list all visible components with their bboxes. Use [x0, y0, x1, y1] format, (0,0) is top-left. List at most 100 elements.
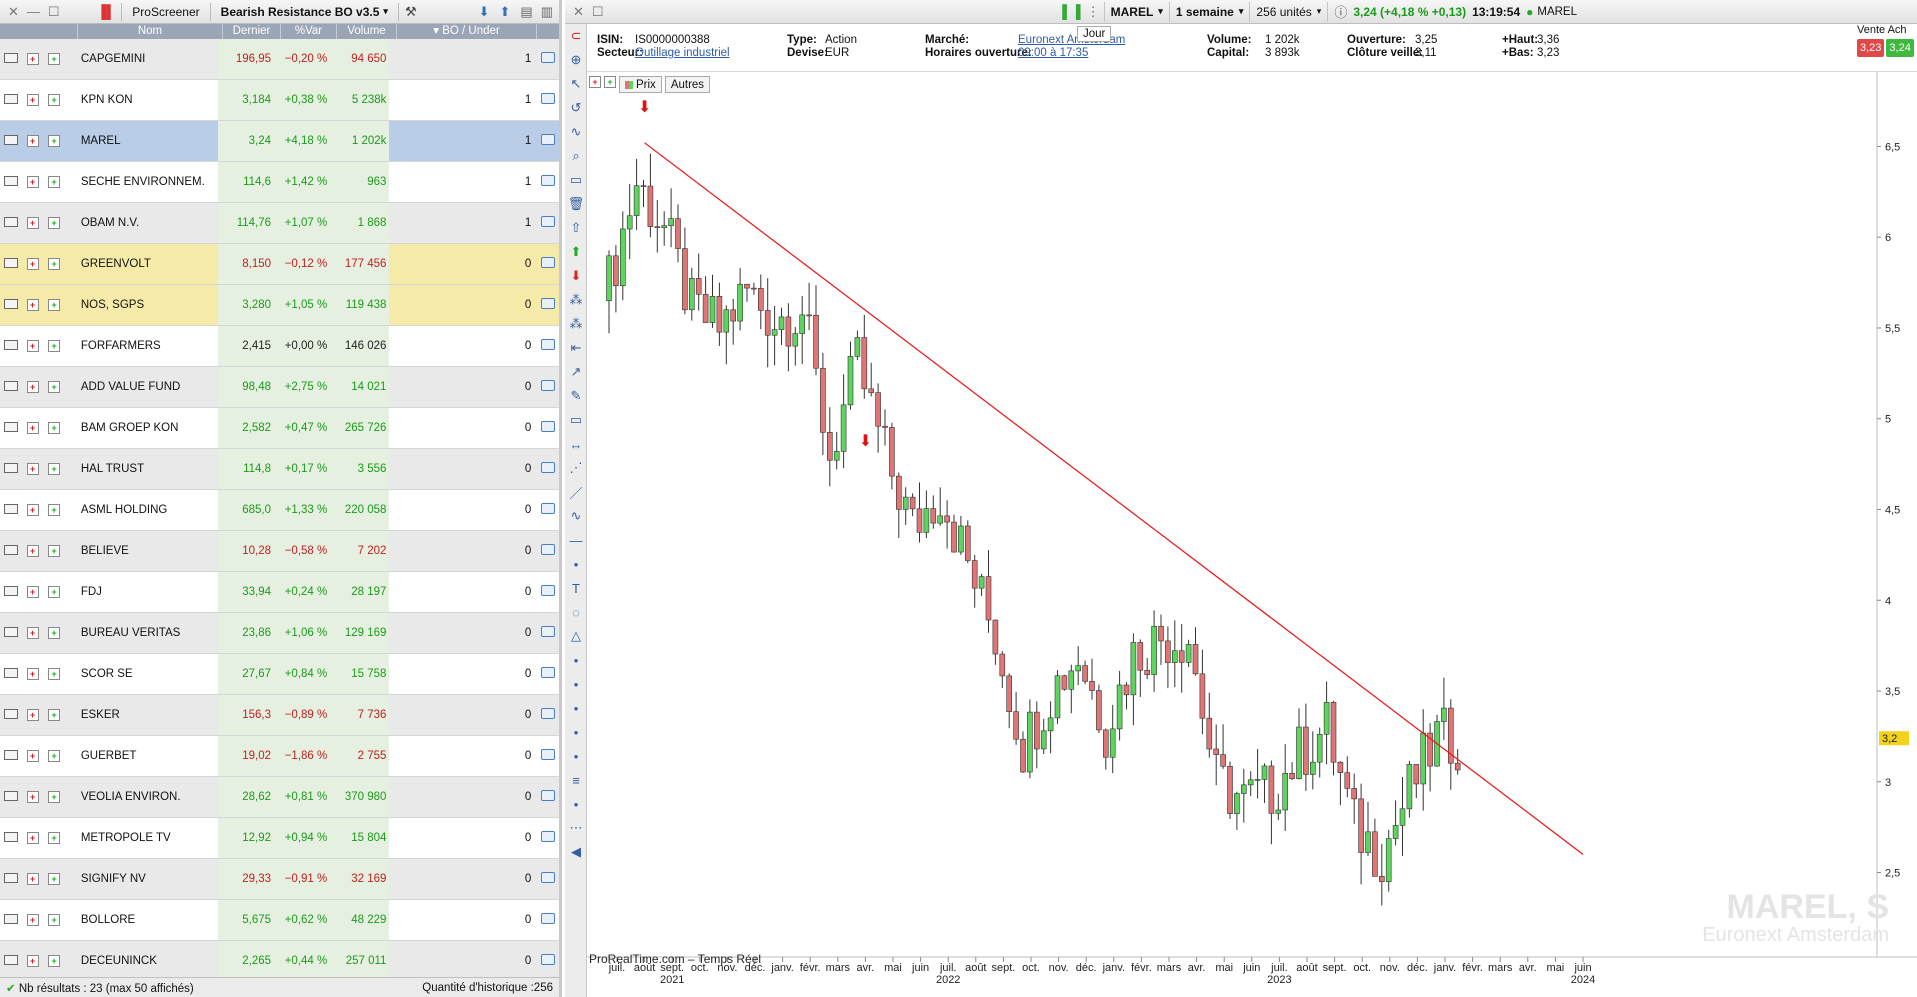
open-chart-icon[interactable]: [537, 52, 559, 66]
add-icon[interactable]: +: [43, 258, 65, 270]
open-chart-icon[interactable]: [537, 216, 559, 230]
remove-icon[interactable]: +: [22, 586, 44, 598]
remove-icon[interactable]: +: [22, 791, 44, 803]
collapse-icon[interactable]: ◀: [571, 844, 581, 859]
list-icon[interactable]: ⋮: [1086, 3, 1100, 19]
add-icon[interactable]: +: [43, 914, 65, 926]
add-icon[interactable]: +: [43, 463, 65, 475]
table-row[interactable]: + + SIGNIFY NV 29,33 −0,91 % 32 169 0: [0, 859, 559, 900]
open-chart-icon[interactable]: [537, 708, 559, 722]
row-name[interactable]: SIGNIFY NV: [80, 873, 146, 885]
table-row[interactable]: + + SECHE ENVIRONNEM. 114,6 +1,42 % 963 1: [0, 162, 559, 203]
spline-icon[interactable]: ∿: [570, 508, 582, 523]
trash-icon[interactable]: 🗑: [567, 196, 585, 211]
table-row[interactable]: + + ADD VALUE FUND 98,48 +2,75 % 14 021 0: [0, 367, 559, 408]
remove-icon[interactable]: +: [22, 750, 44, 762]
table-row[interactable]: + + HAL TRUST 114,8 +0,17 % 3 556 0: [0, 449, 559, 490]
row-name[interactable]: MAREL: [80, 135, 121, 147]
table-row[interactable]: + + ESKER 156,3 −0,89 % 7 736 0: [0, 695, 559, 736]
symbol-select[interactable]: MAREL ▾: [1103, 1, 1170, 22]
col-volume[interactable]: Volume: [337, 24, 397, 39]
monitor-icon[interactable]: [0, 667, 22, 681]
add-icon[interactable]: +: [43, 176, 65, 188]
row-name[interactable]: OBAM N.V.: [80, 217, 140, 229]
hline-icon[interactable]: —: [569, 532, 583, 548]
monitor-icon[interactable]: [0, 913, 22, 927]
table-row[interactable]: + + KPN KON 3,184 +0,38 % 5 238k 1: [0, 80, 559, 121]
point-icon[interactable]: •: [573, 556, 579, 572]
open-chart-icon[interactable]: [537, 503, 559, 517]
row-name[interactable]: GREENVOLT: [80, 258, 151, 270]
sector-link[interactable]: Outillage industriel: [635, 47, 730, 59]
remove-icon[interactable]: +: [22, 627, 44, 639]
row-name[interactable]: FORFARMERS: [80, 340, 161, 352]
add-icon[interactable]: +: [43, 340, 65, 352]
row-name[interactable]: ESKER: [80, 709, 120, 721]
remove-icon[interactable]: +: [22, 422, 44, 434]
fibonacci-icon[interactable]: ⇤: [570, 340, 582, 355]
row-name[interactable]: NOS, SGPS: [80, 299, 145, 311]
row-name[interactable]: ADD VALUE FUND: [80, 381, 181, 393]
monitor-icon[interactable]: [0, 954, 22, 968]
row-name[interactable]: BELIEVE: [80, 545, 129, 557]
remove-icon[interactable]: +: [22, 873, 44, 885]
alert-icon[interactable]: ⇧: [570, 220, 582, 235]
remove-icon[interactable]: +: [22, 53, 44, 65]
add-icon[interactable]: +: [43, 94, 65, 106]
add-icon[interactable]: +: [43, 750, 65, 762]
remove-icon[interactable]: +: [22, 668, 44, 680]
add-icon[interactable]: +: [43, 135, 65, 147]
add-icon[interactable]: +: [43, 873, 65, 885]
abc-icon[interactable]: ⁂: [569, 316, 583, 331]
add-icon[interactable]: +: [43, 299, 65, 311]
open-chart-icon[interactable]: [537, 339, 559, 353]
monitor-icon[interactable]: [0, 93, 22, 107]
remove-icon[interactable]: +: [22, 217, 44, 229]
row-name[interactable]: METROPOLE TV: [80, 832, 171, 844]
magnet-icon[interactable]: ⊂: [570, 28, 582, 43]
download-icon[interactable]: ⬇: [478, 3, 490, 19]
segment-icon[interactable]: •: [573, 652, 579, 668]
row-name[interactable]: ASML HOLDING: [80, 504, 168, 516]
add-icon[interactable]: +: [43, 791, 65, 803]
row-name[interactable]: SECHE ENVIRONNEM.: [80, 176, 205, 188]
candlestick-chart[interactable]: 2,5 3 3,5 4 4,5 5 5,5 6 6,5 juil. août sept. oct. nov…: [587, 72, 1917, 997]
open-chart-icon[interactable]: [537, 749, 559, 763]
ellipse-icon[interactable]: ◌: [572, 604, 580, 620]
lock-icon[interactable]: ⊕: [570, 52, 582, 67]
remove-icon[interactable]: +: [22, 299, 44, 311]
add-indicator-icon[interactable]: +: [604, 76, 616, 88]
window-close-icon[interactable]: ✕: [8, 3, 19, 19]
open-chart-icon[interactable]: [537, 421, 559, 435]
chart-close-icon[interactable]: ✕: [573, 3, 584, 19]
tab-prix[interactable]: Prix: [619, 76, 662, 93]
monitor-icon[interactable]: [0, 872, 22, 886]
table-row[interactable]: + + SCOR SE 27,67 +0,84 % 15 758 0: [0, 654, 559, 695]
units-select[interactable]: 256 unités ▾: [1250, 1, 1329, 22]
row-name[interactable]: KPN KON: [80, 94, 133, 106]
table-row[interactable]: + + BAM GROEP KON 2,582 +0,47 % 265 726 0: [0, 408, 559, 449]
monitor-icon[interactable]: [0, 175, 22, 189]
open-chart-icon[interactable]: [537, 544, 559, 558]
add-icon[interactable]: +: [43, 381, 65, 393]
segment3-icon[interactable]: •: [573, 700, 579, 716]
remove-icon[interactable]: +: [22, 832, 44, 844]
monitor-icon[interactable]: [0, 585, 22, 599]
add-icon[interactable]: +: [43, 955, 65, 967]
add-icon[interactable]: +: [43, 832, 65, 844]
open-chart-icon[interactable]: [537, 462, 559, 476]
remove-icon[interactable]: +: [22, 340, 44, 352]
monitor-icon[interactable]: [0, 790, 22, 804]
period-select[interactable]: 1 semaine ▾: [1170, 1, 1251, 22]
row-name[interactable]: FDJ: [80, 586, 102, 598]
horizontal-icon[interactable]: ↔: [569, 436, 583, 452]
hours-link[interactable]: 09:00 à 17:35: [1018, 47, 1089, 59]
monitor-icon[interactable]: [0, 831, 22, 845]
layout-icon[interactable]: ▤: [520, 3, 533, 19]
zoom-icon[interactable]: ⌕: [572, 148, 580, 163]
upload-icon[interactable]: ⬆: [499, 3, 511, 19]
ray-icon[interactable]: •: [573, 796, 579, 812]
add-icon[interactable]: +: [43, 53, 65, 65]
add-icon[interactable]: +: [43, 217, 65, 229]
chart-maximize-icon[interactable]: ☐: [591, 3, 604, 19]
